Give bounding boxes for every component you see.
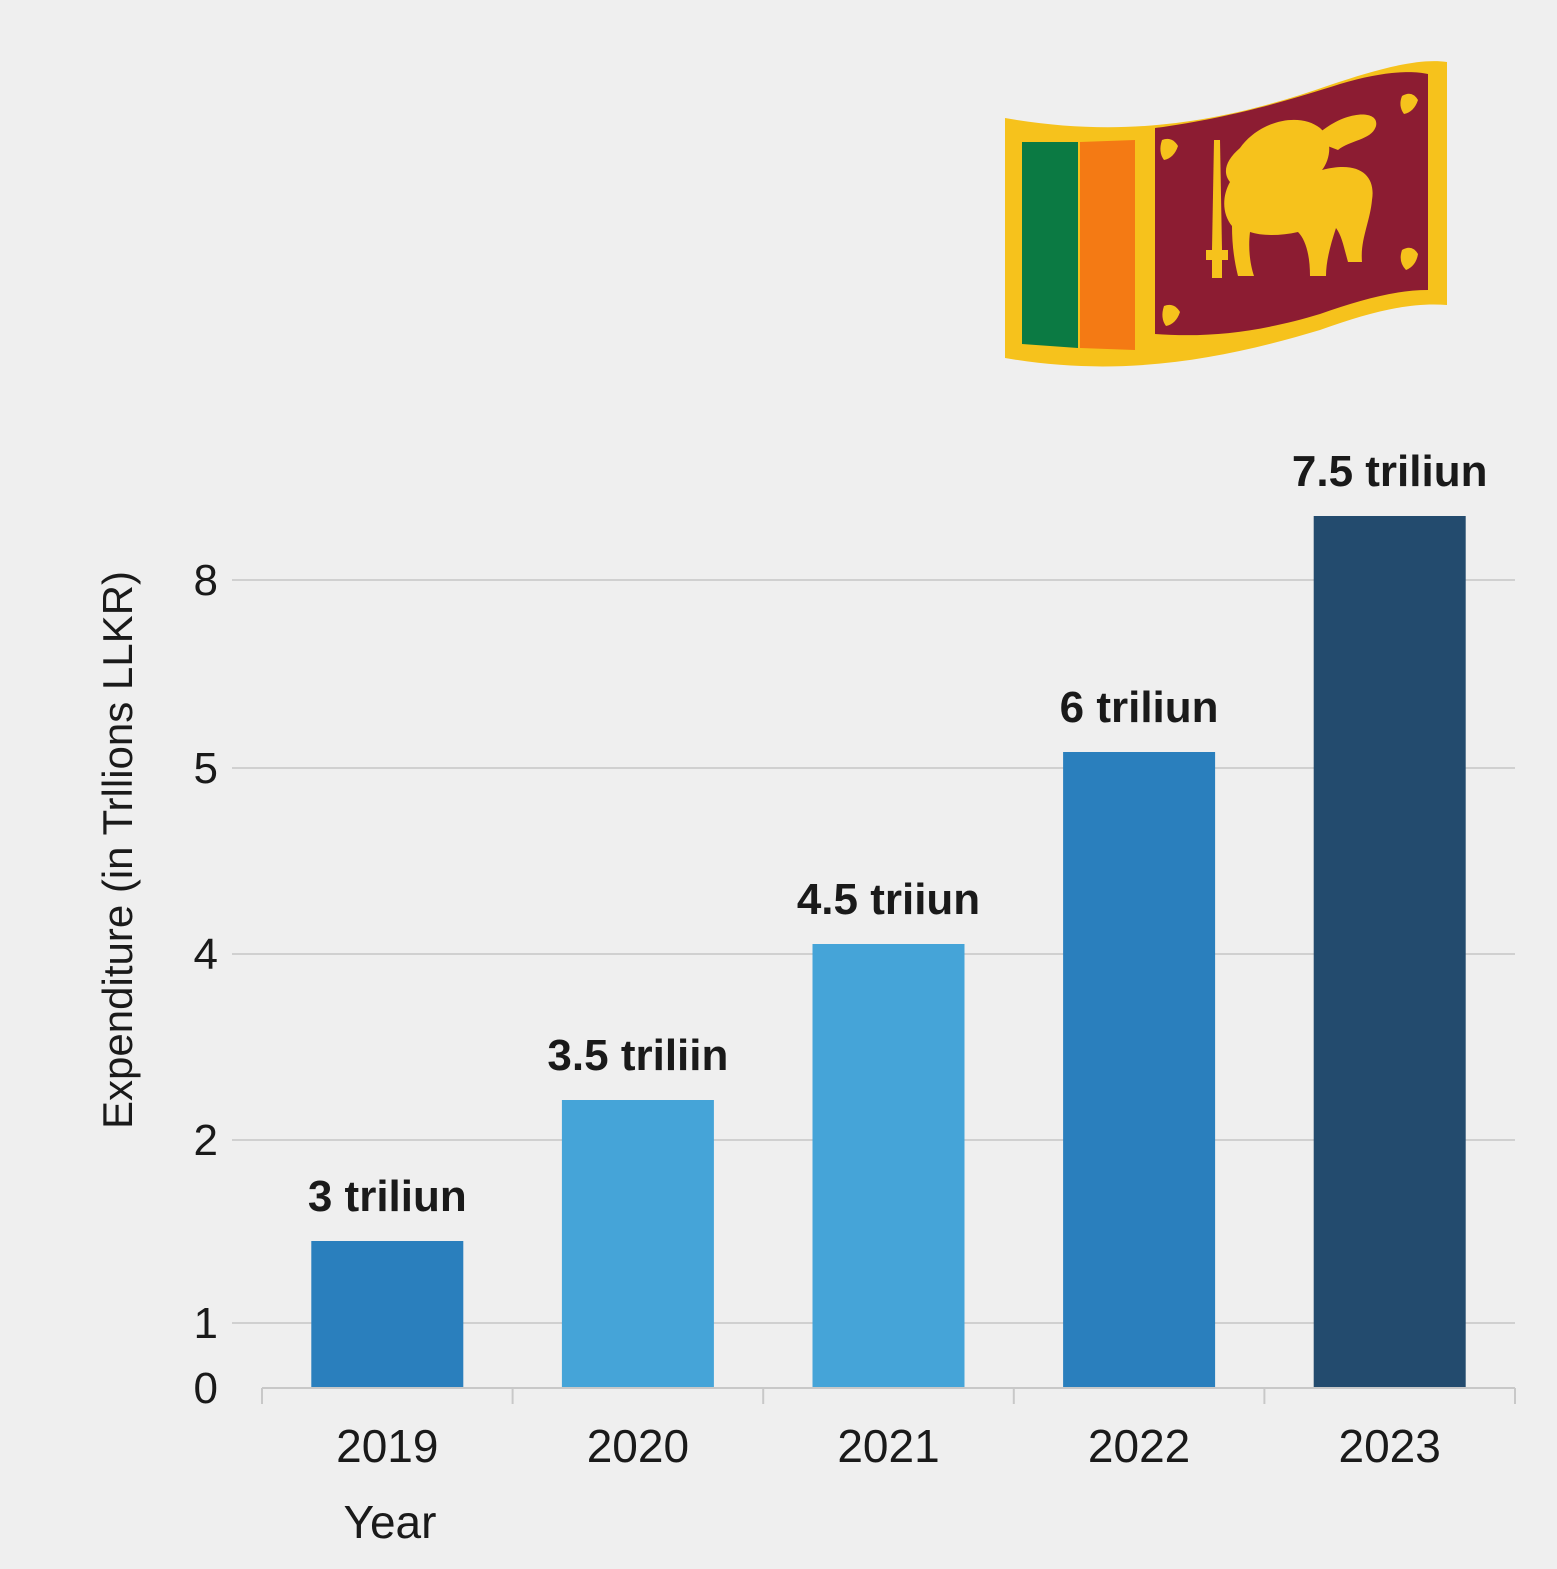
y-tick-label: 2	[194, 1116, 218, 1165]
x-tick-label: 2019	[336, 1420, 438, 1472]
bar-2023	[1313, 516, 1466, 1388]
flag-orange-stripe	[1080, 140, 1135, 350]
bar-value-label: 3 triliun	[308, 1172, 467, 1221]
y-tick-label: 8	[194, 556, 218, 605]
y-axis-title: Expenditure (in Trllions LLKR)	[94, 571, 141, 1129]
bar-value-label: 7.5 triliun	[1292, 447, 1488, 496]
bar-value-label: 3.5 triliin	[547, 1031, 728, 1080]
bar-2022	[1063, 752, 1216, 1388]
y-tick-label: 1	[194, 1299, 218, 1348]
bar-2019	[311, 1241, 464, 1388]
y-tick-label: 4	[194, 930, 218, 979]
flag-green-stripe	[1022, 142, 1078, 348]
bar-2021	[812, 944, 965, 1388]
bar-value-label: 4.5 triiun	[797, 875, 980, 924]
x-tick-label: 2021	[837, 1420, 939, 1472]
x-tick-label: 2020	[587, 1420, 689, 1472]
x-tick-label: 2023	[1339, 1420, 1441, 1472]
y-tick-label: 5	[194, 744, 218, 793]
x-axis-title: Year	[344, 1496, 437, 1548]
sri-lanka-flag-icon	[1005, 61, 1447, 367]
lion-icon	[1206, 114, 1377, 278]
y-tick-label: 0	[194, 1364, 218, 1413]
bar-2020	[561, 1100, 714, 1388]
x-tick-label: 2022	[1088, 1420, 1190, 1472]
bar-value-label: 6 triliun	[1060, 683, 1219, 732]
